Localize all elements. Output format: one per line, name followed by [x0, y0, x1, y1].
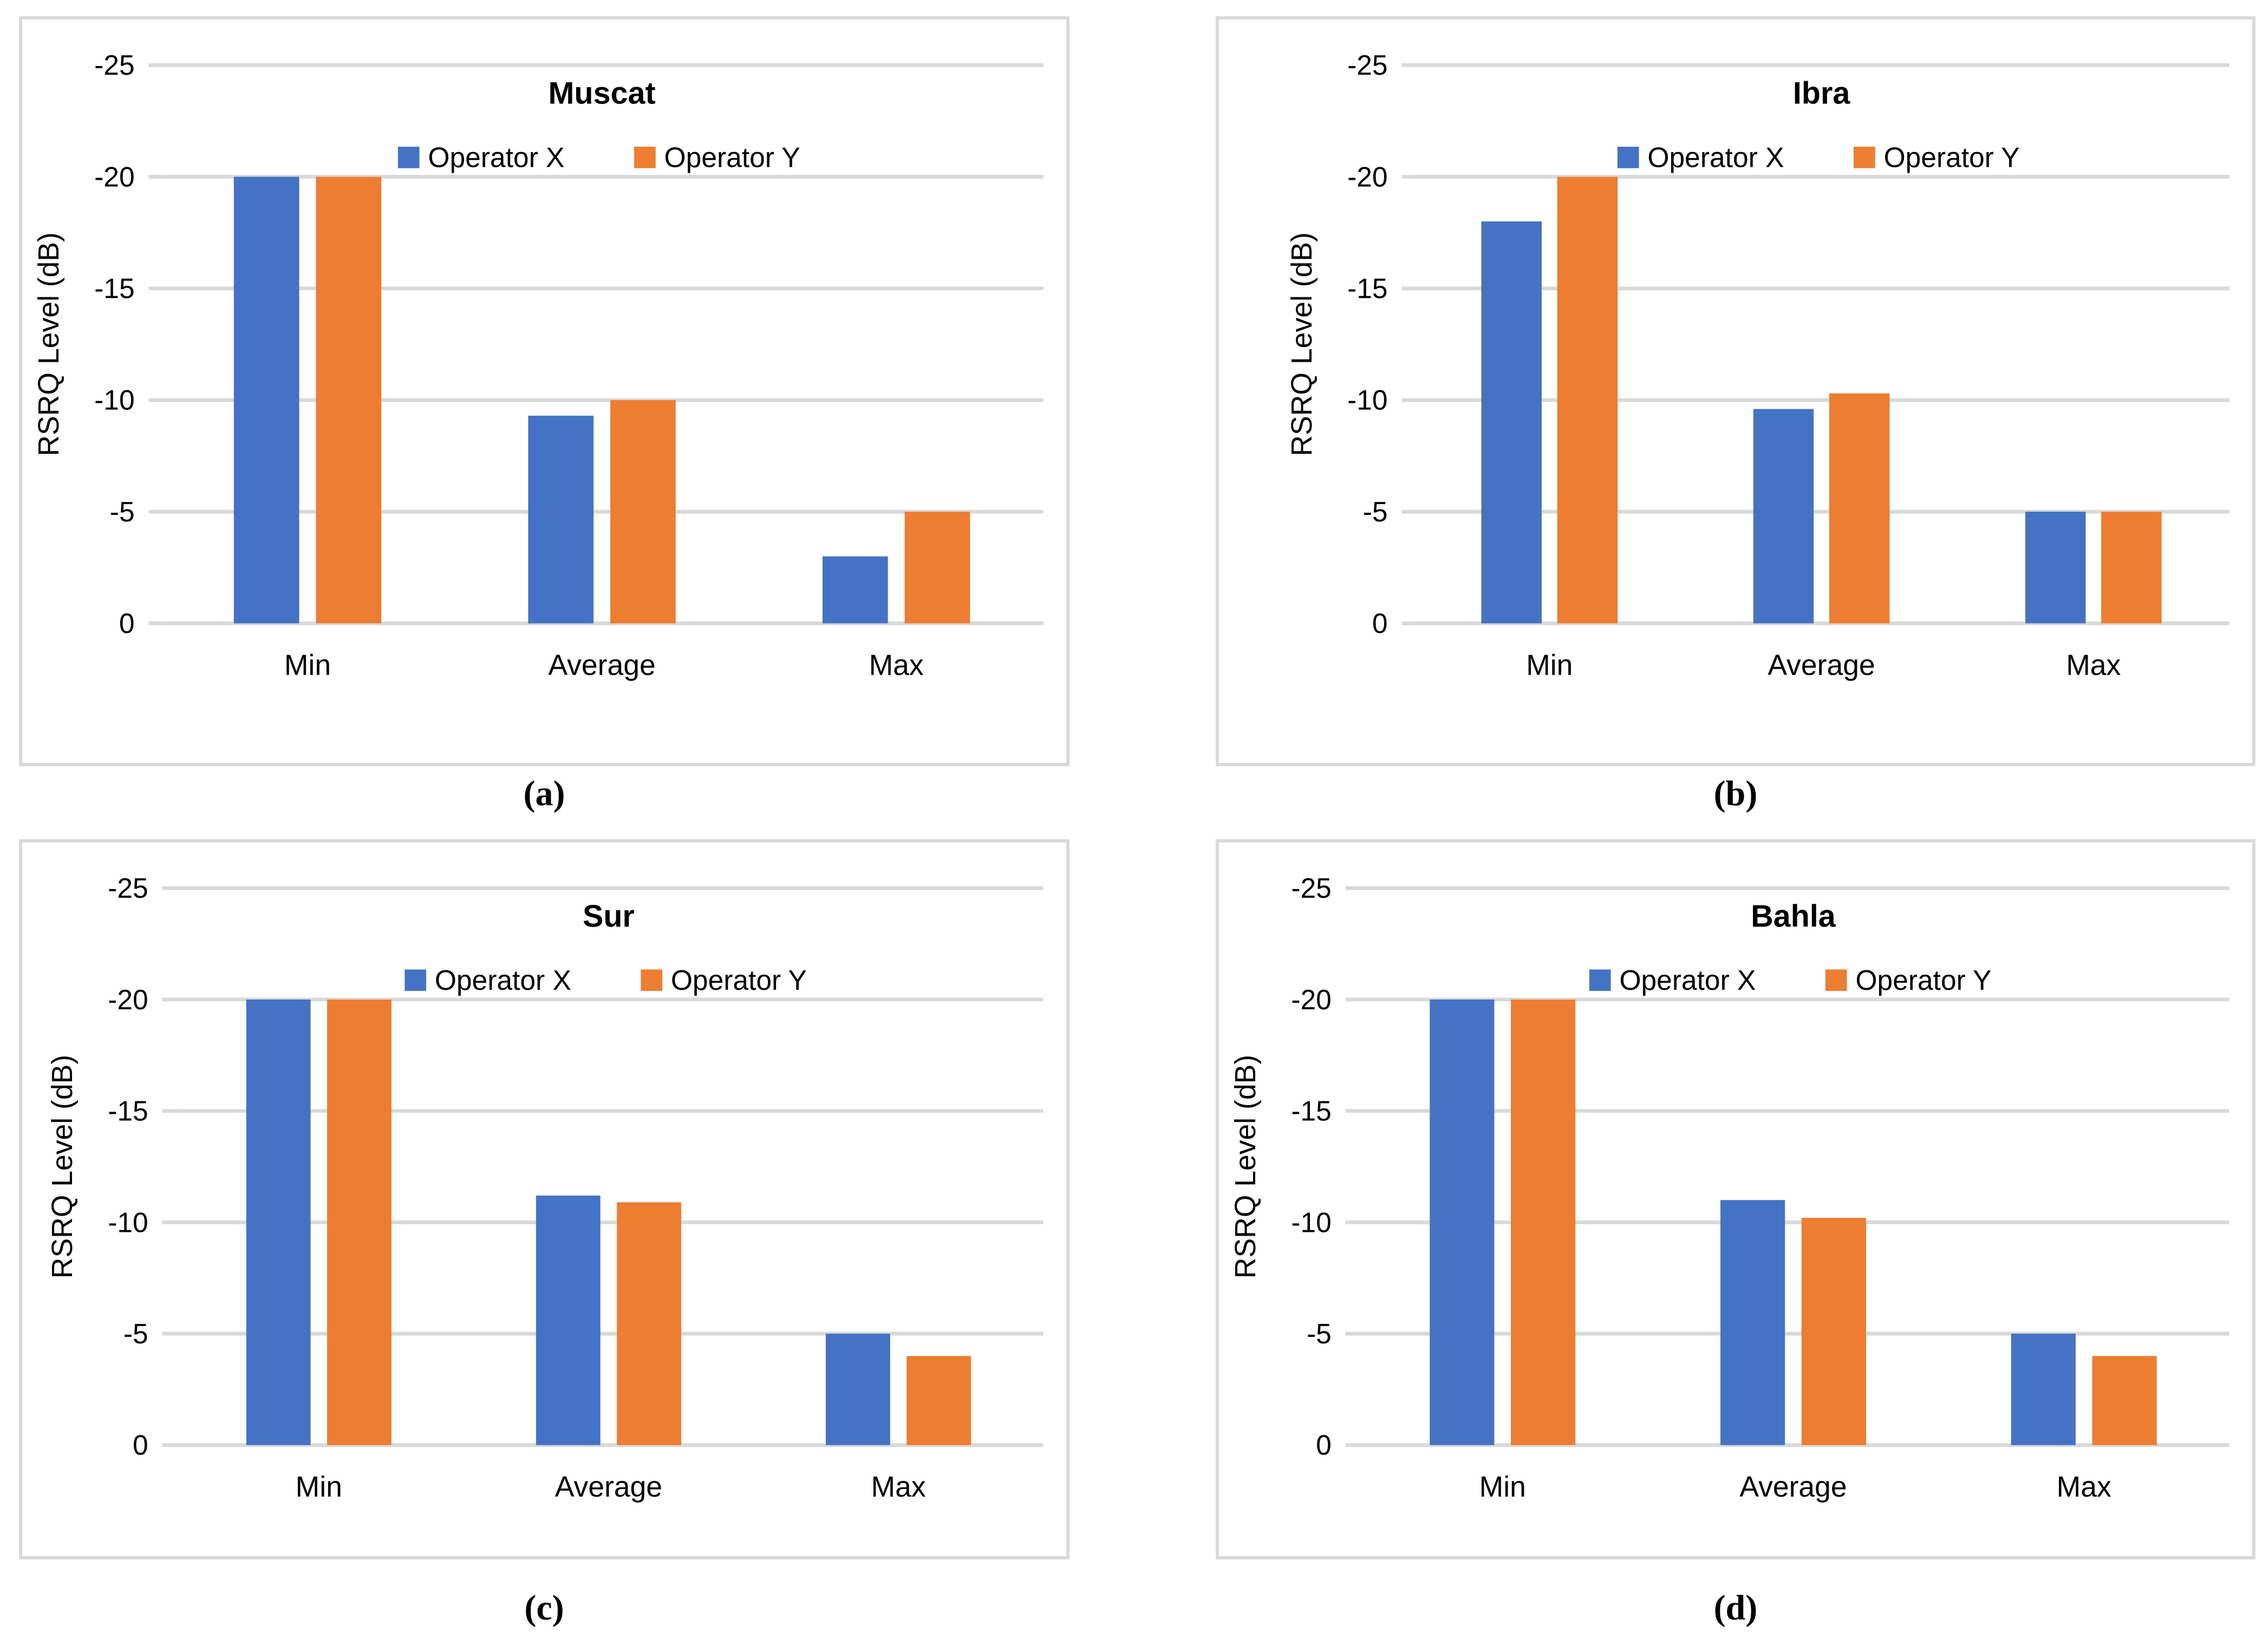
bar-operator-y-min: [1511, 999, 1576, 1445]
legend-label: Operator Y: [671, 964, 807, 996]
y-tick-label: -15: [108, 1095, 148, 1127]
y-tick-label: -10: [1291, 1206, 1331, 1238]
y-tick-label: 0: [1316, 1429, 1332, 1461]
bar-operator-x-min: [246, 999, 311, 1445]
chart-title: Muscat: [549, 76, 656, 111]
chart-panel-bahla: -25 -20 -15 -10 -5 0 RSRQ Level (dB) Bahla Opera…: [1216, 839, 2255, 1559]
y-tick-label: -10: [94, 384, 134, 416]
bar-operator-y-max: [904, 512, 970, 624]
bar-operator-x-max: [2025, 512, 2086, 624]
bar-chart-ibra: -25 -20 -15 -10 -5 0 RSRQ Level (dB) Ibra Operat…: [1286, 49, 2230, 681]
legend-label: Operator X: [435, 964, 571, 996]
y-tick-label: -15: [1347, 273, 1387, 304]
legend-marker-operator-y: [641, 969, 663, 991]
bar-chart-muscat: -25 -20 -15 -10 -5 0 RSRQ Level (dB) Muscat Oper…: [33, 49, 1044, 681]
bar-operator-x-min: [233, 177, 299, 624]
bar-chart-sur: -25 -20 -15 -10 -5 0 RSRQ Level (dB) Sur Operato…: [47, 872, 1044, 1503]
y-tick-label: -25: [94, 49, 134, 81]
legend-label: Operator X: [428, 142, 564, 173]
y-axis-title: RSRQ Level (dB): [1286, 232, 1318, 456]
category-label: Average: [548, 649, 655, 681]
bar-operator-x-max: [2011, 1334, 2076, 1445]
legend-marker-operator-x: [397, 146, 420, 168]
bar-operator-y-max: [906, 1356, 971, 1445]
bar-operator-y-max: [2101, 512, 2162, 624]
category-label: Max: [2057, 1471, 2111, 1503]
bar-operator-x-average: [536, 1196, 601, 1445]
category-label: Average: [1739, 1471, 1847, 1503]
bar-operator-x-max: [825, 1334, 890, 1445]
subfigure-caption-d: (d): [1713, 1588, 1758, 1628]
y-tick-label: -5: [1363, 496, 1388, 527]
y-tick-label: -5: [1307, 1318, 1332, 1349]
y-tick-label: -15: [1291, 1095, 1331, 1127]
y-tick-label: -10: [1347, 384, 1387, 416]
subfigure-caption-a: (a): [523, 774, 565, 813]
subfigure-caption-b: (b): [1713, 774, 1758, 813]
bar-operator-x-min: [1481, 221, 1542, 624]
bar-operator-x-average: [1753, 409, 1814, 624]
legend-label: Operator X: [1647, 142, 1784, 173]
bar-operator-x-max: [822, 556, 888, 624]
bar-operator-y-max: [2092, 1356, 2157, 1445]
bar-chart-bahla: -25 -20 -15 -10 -5 0 RSRQ Level (dB) Bahla Opera…: [1230, 872, 2229, 1503]
y-axis-title: RSRQ Level (dB): [47, 1055, 79, 1278]
y-tick-label: 0: [1372, 608, 1388, 639]
legend-label: Operator Y: [1855, 964, 1991, 996]
category-label: Max: [2066, 649, 2121, 681]
bar-operator-x-average: [1720, 1200, 1785, 1445]
y-tick-label: -25: [108, 872, 148, 904]
y-tick-label: -5: [110, 496, 135, 527]
y-tick-label: -20: [1347, 161, 1387, 192]
category-label: Min: [1479, 1471, 1526, 1503]
legend-marker-operator-x: [405, 969, 426, 991]
legend-label: Operator Y: [664, 142, 800, 173]
chart-panel-sur: -25 -20 -15 -10 -5 0 RSRQ Level (dB) Sur Operato…: [19, 839, 1069, 1559]
category-label: Min: [284, 649, 331, 681]
legend-marker-operator-y: [1854, 146, 1875, 168]
y-axis-title: RSRQ Level (dB): [1230, 1055, 1262, 1278]
bar-operator-y-min: [1557, 177, 1618, 624]
chart-title: Sur: [583, 899, 635, 934]
bar-operator-x-average: [528, 415, 594, 624]
chart-title: Ibra: [1793, 76, 1850, 111]
y-tick-label: -20: [1291, 984, 1331, 1015]
bar-operator-y-average: [617, 1202, 681, 1445]
y-tick-label: -25: [1347, 49, 1387, 81]
bar-operator-y-average: [1829, 393, 1890, 624]
legend-marker-operator-y: [634, 146, 656, 168]
category-label: Average: [555, 1471, 662, 1503]
y-axis-title: RSRQ Level (dB): [33, 232, 65, 456]
bar-operator-y-min: [327, 999, 392, 1445]
legend-label: Operator X: [1619, 964, 1756, 996]
category-label: Min: [1526, 649, 1573, 681]
y-tick-label: 0: [133, 1429, 148, 1461]
y-tick-label: 0: [119, 608, 135, 639]
legend-marker-operator-x: [1589, 969, 1611, 991]
legend-marker-operator-x: [1617, 146, 1639, 168]
category-label: Average: [1768, 649, 1875, 681]
legend-label: Operator Y: [1884, 142, 2020, 173]
y-tick-label: -15: [94, 273, 134, 304]
y-tick-label: -20: [94, 161, 134, 192]
bar-operator-x-min: [1430, 999, 1495, 1445]
y-tick-label: -25: [1291, 872, 1331, 904]
category-label: Min: [296, 1471, 342, 1503]
chart-panel-muscat: -25 -20 -15 -10 -5 0 RSRQ Level (dB) Muscat Oper…: [19, 16, 1069, 766]
y-tick-label: -20: [108, 984, 148, 1015]
chart-title: Bahla: [1751, 899, 1836, 934]
category-label: Max: [869, 649, 924, 681]
category-label: Max: [871, 1471, 926, 1503]
bar-operator-y-average: [1801, 1218, 1866, 1445]
bar-operator-y-min: [316, 177, 382, 624]
y-tick-label: -10: [108, 1206, 148, 1238]
chart-panel-ibra: -25 -20 -15 -10 -5 0 RSRQ Level (dB) Ibra Operat…: [1216, 16, 2255, 766]
bar-operator-y-average: [610, 400, 676, 624]
y-tick-label: -5: [123, 1318, 148, 1349]
legend-marker-operator-y: [1825, 969, 1847, 991]
subfigure-caption-c: (c): [524, 1588, 564, 1628]
